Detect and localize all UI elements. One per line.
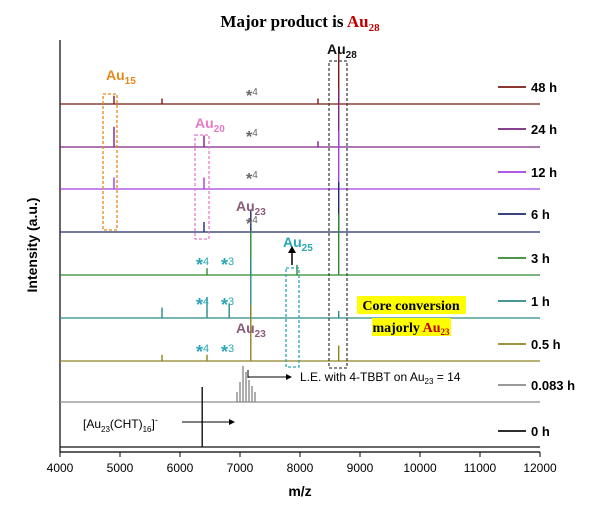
legend-label: 0 h [531,424,550,439]
x-tick-label: 4000 [47,461,74,475]
label-au20: Au20 [195,115,225,135]
star3-05h: *3 [221,342,234,362]
star-24h: *4 [246,128,258,146]
star-48h: *4 [246,87,258,105]
legend-label: 1 h [531,294,550,309]
core-conversion-highlight-1 [357,296,466,314]
legend-label: 0.5 h [531,337,561,352]
star-6h: *4 [246,215,258,233]
box-au28 [328,60,348,369]
title-subscript: 28 [369,22,381,34]
x-tick-label: 9000 [347,461,374,475]
x-tick-label: 6000 [167,461,194,475]
legend-label: 0.083 h [531,378,575,393]
legend-label: 48 h [531,80,557,95]
chart-title: Major product is Au28 [220,12,380,34]
core-conversion-highlight-2 [372,318,451,336]
box-au25 [285,267,300,368]
cht-annotation: [Au23(CHT)16]- [83,415,158,434]
legend-label: 12 h [531,165,557,180]
x-ticks: 4000 5000 6000 7000 8000 9000 10000 11000 12000 [47,452,557,475]
label-au25: Au25 [283,234,313,254]
legend-label: 24 h [531,122,557,137]
star4-05h: *4 [196,342,209,362]
title-prefix: Major product is [220,12,346,31]
x-tick-label: 11000 [464,461,497,475]
star-12h: *4 [246,170,258,188]
legend-label: 6 h [531,207,550,222]
x-axis-label: m/z [288,483,311,499]
label-au23-top: Au23 [236,198,266,218]
legend-label: 3 h [531,251,550,266]
x-tick-label: 12000 [523,461,557,475]
spectra [60,49,540,448]
box-au15 [102,93,118,231]
core-conversion-line2: majorly Au23 [372,321,450,337]
y-axis-label: Intensity (a.u.) [24,198,40,293]
label-au23-bottom: Au23 [236,320,266,340]
cht-arrowhead [229,419,235,425]
le-arrowhead [286,374,292,380]
title-species: Au [347,12,369,31]
label-au15: Au15 [106,67,136,87]
star4-1h: *4 [196,295,209,315]
core-conversion-line1: Core conversion [362,299,460,314]
star3-1h: *3 [221,295,234,315]
le-annotation: L.E. with 4-TBBT on Au23 = 14 [300,370,461,386]
legend: 48 h 24 h 12 h 6 h 3 h 1 h 0.5 h 0.083 h 0 h [498,80,575,439]
x-tick-label: 5000 [107,461,134,475]
au25-arrowhead [288,246,296,253]
x-tick-label: 10000 [403,461,437,475]
label-au28: Au28 [327,41,357,61]
box-au20 [194,134,210,240]
x-tick-label: 8000 [287,461,314,475]
x-tick-label: 7000 [227,461,254,475]
star3-3h: *3 [221,255,234,275]
star4-3h: *4 [196,255,209,275]
